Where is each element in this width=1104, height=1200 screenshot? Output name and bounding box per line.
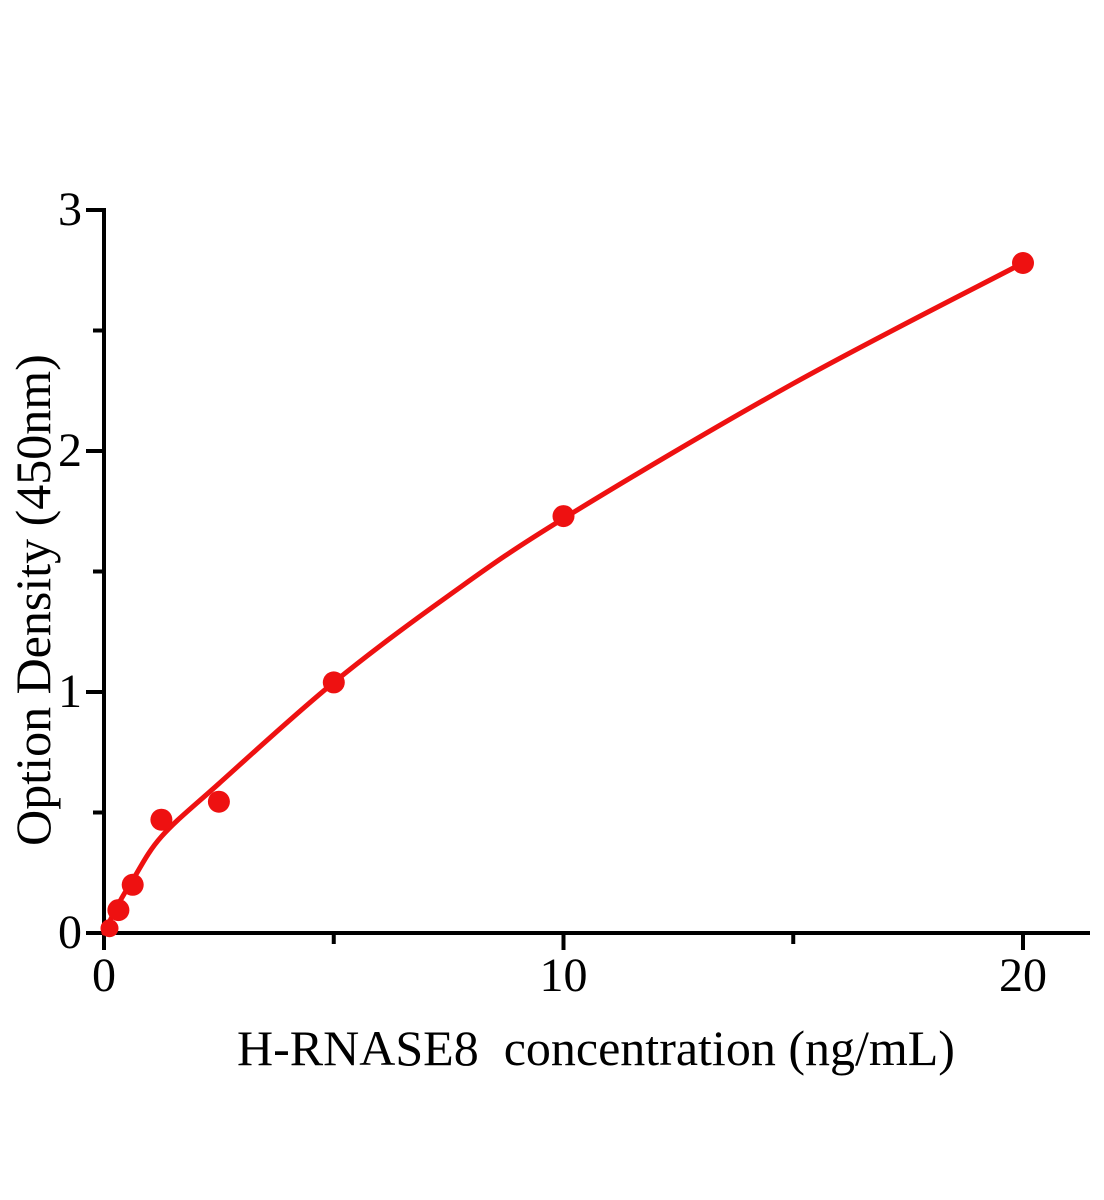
y-tick-label: 1 (58, 665, 82, 718)
data-point (150, 808, 173, 831)
data-point (552, 505, 575, 528)
data-point (100, 919, 119, 938)
data-point (322, 671, 345, 694)
x-tick-label: 20 (999, 949, 1047, 1002)
data-point (1012, 252, 1034, 274)
y-tick-label: 0 (58, 906, 82, 959)
data-point (107, 899, 130, 922)
x-axis-title: H-RNASE8 concentration (ng/mL) (237, 1020, 955, 1076)
fit-curve (101, 260, 1026, 936)
x-tick-label: 0 (92, 949, 116, 1002)
x-tick-label: 10 (539, 949, 588, 1002)
data-point (121, 873, 144, 896)
y-tick-label: 2 (58, 424, 82, 477)
y-tick-label: 3 (58, 183, 82, 236)
data-point (207, 790, 230, 813)
